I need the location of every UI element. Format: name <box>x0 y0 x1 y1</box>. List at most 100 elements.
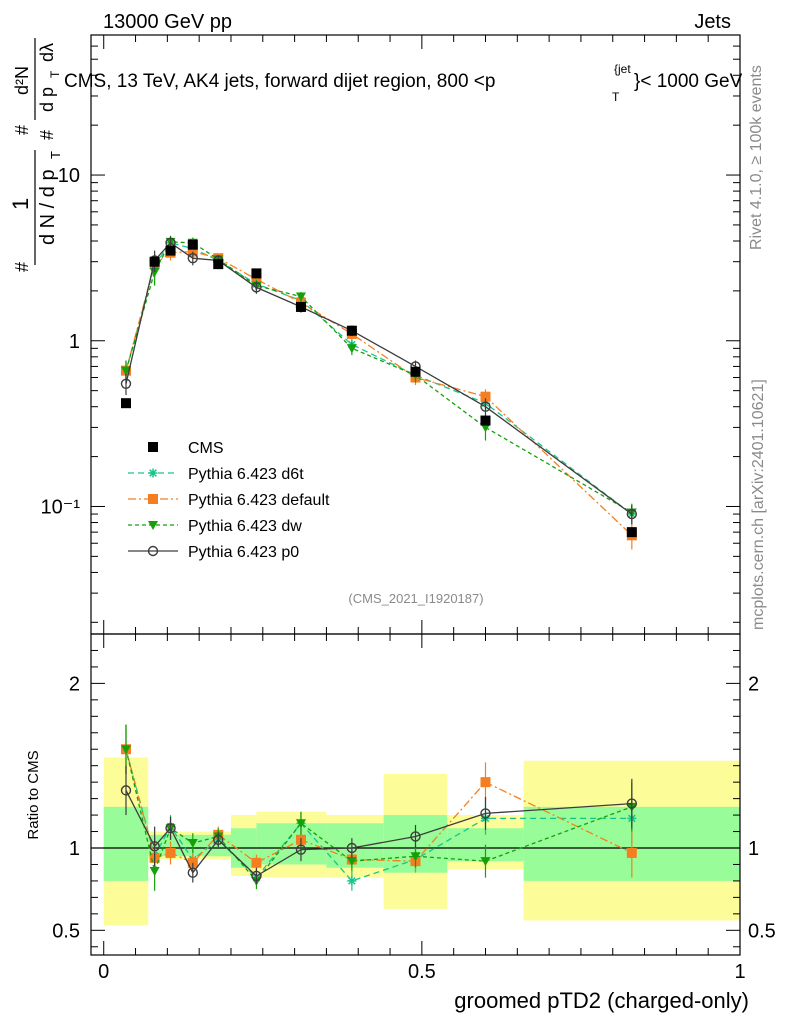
series-line-default <box>125 749 633 864</box>
data-point <box>626 527 637 538</box>
data-point <box>149 256 160 267</box>
data-point <box>120 378 132 389</box>
plot-title: CMS, 13 TeV, AK4 jets, forward dijet reg… <box>64 62 743 104</box>
data-point <box>251 282 262 293</box>
data-point <box>251 857 262 868</box>
data-point <box>120 398 131 409</box>
data-point <box>165 823 176 834</box>
data-point <box>120 785 132 796</box>
data-point <box>410 852 421 862</box>
data-point <box>626 847 637 858</box>
ratio-y-tick-label: 2 <box>69 673 80 695</box>
uncertainty-band-inner <box>256 823 327 865</box>
data-point <box>410 831 421 842</box>
title-p: p <box>485 71 496 92</box>
watermark: (CMS_2021_I1920187) <box>348 591 483 606</box>
y-tick-label: 1 <box>69 331 80 353</box>
data-point <box>346 325 357 336</box>
legend-item-default: Pythia 6.423 default <box>128 492 330 509</box>
legend-item-p0: Pythia 6.423 p0 <box>128 544 299 561</box>
legend-item-cms: CMS <box>148 440 224 457</box>
legend-label: Pythia 6.423 default <box>188 492 330 509</box>
series-line-default <box>125 250 633 536</box>
data-point <box>480 777 491 788</box>
series-line-d6t <box>125 749 632 882</box>
data-point <box>149 841 160 852</box>
data-point <box>480 401 491 412</box>
data-point <box>480 423 491 433</box>
x-tick-label: 0.5 <box>408 961 436 983</box>
data-point <box>120 366 131 376</box>
data-point <box>213 259 224 270</box>
data-point <box>480 857 491 867</box>
legend-marker <box>148 468 158 478</box>
series-cms <box>120 239 637 538</box>
ratio-y-tick-label: 1 <box>69 838 80 860</box>
ratio-y-tick-label: 0.5 <box>52 920 80 942</box>
x-tick-label: 1 <box>734 961 745 983</box>
data-point <box>480 415 491 426</box>
data-point <box>149 867 160 877</box>
title-sub: T <box>612 90 620 104</box>
data-point <box>187 239 198 250</box>
legend-label: Pythia 6.423 d6t <box>188 466 304 483</box>
y-tick-label: 10 <box>58 165 80 187</box>
ratio-y-tick-label-right: 0.5 <box>748 920 776 942</box>
data-point <box>187 252 199 264</box>
data-point <box>480 808 491 819</box>
data-point <box>480 391 491 402</box>
ylabel-hash1: # <box>12 262 32 272</box>
legend-marker <box>148 521 158 530</box>
data-point <box>187 839 198 849</box>
series-p0 <box>120 765 638 885</box>
legend: CMS Pythia 6.423 d6t Pythia 6.423 default P… <box>128 440 330 561</box>
data-point <box>410 366 421 377</box>
x-tick-label: 0 <box>98 961 109 983</box>
legend-marker <box>148 494 158 504</box>
title-prefix: CMS, 13 TeV, AK4 jets, forward dijet reg… <box>64 71 485 92</box>
data-point <box>295 844 307 855</box>
ylabel-dpt: d p <box>37 87 57 112</box>
ratio-y-tick-label-right: 2 <box>748 673 759 695</box>
data-point <box>295 301 306 312</box>
rivet-label: Rivet 4.1.0, ≥ 100k events <box>748 65 765 250</box>
x-axis-label: groomed pTD2 (charged-only) <box>454 988 749 1013</box>
data-point <box>251 870 262 882</box>
data-point <box>187 867 199 878</box>
ylabel-t2: T <box>48 70 62 78</box>
data-point <box>295 819 306 829</box>
mcplots-label: mcplots.cern.ch [arXiv:2401.10621] <box>750 379 767 630</box>
data-point <box>165 245 176 256</box>
data-point <box>346 842 358 854</box>
data-point <box>251 268 262 279</box>
ylabel-hash3: # <box>37 130 57 140</box>
data-point <box>251 274 262 285</box>
data-point <box>295 292 306 302</box>
ylabel-t1: T <box>48 151 63 159</box>
main-ylabel: # 1 d N / d p T # d²N # d p T dλ <box>8 38 63 272</box>
y-tick-label: 10⁻¹ <box>41 496 81 518</box>
ratio-panel: 0.5 0.51 12 20 0.5 1 <box>52 633 776 983</box>
title-suffix: }< 1000 GeV <box>634 71 743 92</box>
data-point <box>346 857 357 867</box>
svg-text:CMS, 13 TeV, AK4 jets, forward: CMS, 13 TeV, AK4 jets, forward dijet reg… <box>64 71 495 92</box>
main-panel: 10⁻¹ 1 10 (CMS_2021_I1920187) CMS Pythia 6.… <box>41 34 741 635</box>
data-point <box>347 876 357 886</box>
header-left: 13000 GeV pp <box>103 11 232 33</box>
ratio-y-tick-label-right: 1 <box>748 838 759 860</box>
data-point <box>626 508 638 520</box>
title-sup: {jet <box>614 62 631 76</box>
legend-marker <box>148 442 158 452</box>
legend-label: Pythia 6.423 dw <box>188 518 302 535</box>
legend-label: Pythia 6.423 p0 <box>188 544 299 561</box>
ylabel-d2n: d²N <box>12 66 32 95</box>
legend-marker <box>147 545 159 557</box>
header-right: Jets <box>694 11 731 33</box>
ylabel-dn: d N / d p <box>37 169 59 245</box>
legend-label: CMS <box>188 440 224 457</box>
data-point <box>120 745 131 755</box>
legend-item-dw: Pythia 6.423 dw <box>128 518 302 535</box>
data-point <box>213 834 224 845</box>
ylabel-hash2: # <box>12 125 32 135</box>
